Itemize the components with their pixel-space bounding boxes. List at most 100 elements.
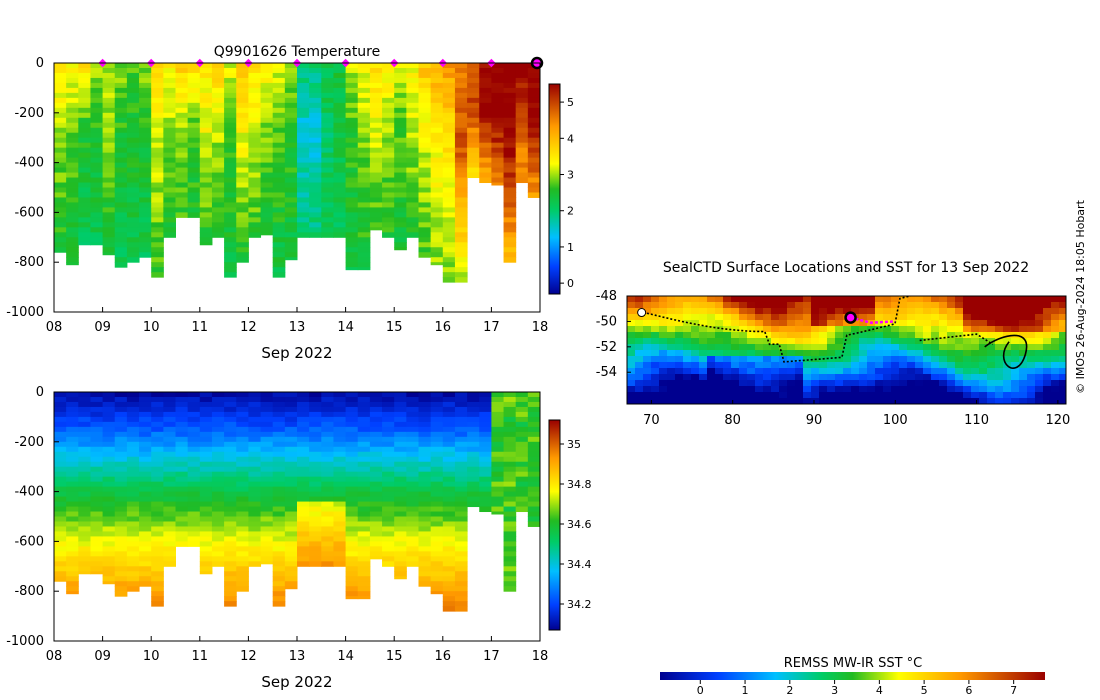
sst-cell [923, 374, 932, 381]
salinity-cell [248, 556, 262, 562]
sst-cell [667, 338, 676, 345]
temperature-cell [272, 162, 286, 169]
sst-cell [763, 296, 772, 303]
temperature-cell [442, 177, 456, 184]
salinity-cell [175, 431, 189, 438]
temperature-cell [102, 112, 116, 119]
salinity-cell [139, 506, 152, 513]
salinity-cell [491, 446, 505, 453]
salinity-cell [175, 541, 189, 547]
salinity-cell [527, 521, 540, 527]
salinity-cell [54, 392, 67, 398]
temperature-cell [248, 77, 262, 84]
sst-cell [835, 392, 844, 399]
salinity-cell [175, 506, 189, 513]
salinity-cell [467, 471, 480, 478]
temperature-y-ticks: 0-200-400-600-800-1000 [6, 56, 59, 320]
sst-cell [891, 356, 900, 363]
temperature-cell [187, 112, 201, 119]
temperature-cell [102, 157, 116, 164]
salinity-cell [321, 406, 334, 413]
temperature-cell [272, 182, 286, 188]
temperature-cell [66, 247, 79, 253]
temperature-cell [151, 92, 164, 99]
salinity-cell [151, 536, 164, 542]
salinity-cell [163, 541, 176, 547]
temperature-cell [114, 102, 128, 109]
temperature-cell [284, 147, 298, 154]
temperature-cell [224, 212, 237, 218]
temperature-cell [369, 132, 383, 139]
sst-cell [659, 326, 668, 333]
salinity-cell [248, 521, 262, 527]
salinity-cell [442, 436, 456, 443]
temperature-cell [515, 117, 529, 124]
sst-cell [907, 386, 916, 393]
salinity-cell [430, 441, 444, 448]
temperature-cell [394, 227, 407, 233]
salinity-cell [430, 521, 444, 527]
salinity-cell [139, 471, 152, 478]
salinity-cell [503, 426, 517, 433]
sst-cell [731, 302, 740, 309]
temperature-cell [284, 97, 298, 104]
salinity-cell [442, 511, 456, 517]
temperature-cell [382, 202, 395, 208]
salinity-cell [224, 496, 237, 503]
salinity-cell [139, 491, 152, 498]
salinity-cell [345, 551, 359, 557]
temperature-cell [114, 237, 128, 243]
temperature-cell [467, 92, 480, 99]
sst-cell [691, 398, 700, 404]
sst-cell [651, 332, 660, 339]
sst-cell [1011, 338, 1020, 345]
salinity-cell [297, 416, 310, 423]
salinity-cell [309, 436, 322, 443]
salinity-cell [442, 446, 456, 453]
temperature-cell [224, 262, 237, 268]
salinity-cell [491, 486, 505, 493]
sst-cell [923, 308, 932, 315]
salinity-cell [309, 536, 322, 542]
salinity-cell [66, 486, 79, 493]
temperature-cell [211, 232, 225, 238]
sst-cell [835, 350, 844, 357]
salinity-cell [260, 396, 274, 403]
sst-cell [883, 368, 892, 375]
salinity-cell [175, 461, 189, 468]
temperature-cell [139, 97, 152, 104]
sst-cell [867, 392, 876, 399]
temperature-cell [66, 122, 79, 129]
temperature-cell [199, 92, 213, 99]
salinity-cell [503, 586, 517, 592]
temperature-cell [503, 157, 517, 164]
temperature-cell [199, 137, 213, 144]
sst-cell [803, 314, 812, 321]
salinity-cell [467, 446, 480, 453]
sst-cell [723, 308, 732, 315]
colorbar-tick-label: 5 [921, 684, 928, 697]
y-tick-label: -800 [14, 584, 44, 599]
salinity-cell [211, 461, 225, 468]
salinity-cell [126, 426, 140, 433]
salinity-cell [90, 446, 104, 453]
temperature-cell [442, 67, 456, 74]
sst-cell [859, 314, 868, 321]
temperature-cell [479, 127, 492, 134]
temperature-cell [90, 212, 104, 218]
salinity-cell [333, 496, 347, 503]
salinity-cell [430, 516, 444, 522]
temperature-cell [224, 112, 237, 119]
temperature-cell [442, 162, 456, 169]
sst-cell [899, 308, 908, 315]
sst-cell [979, 392, 988, 399]
salinity-cell [345, 491, 359, 498]
sst-cell [739, 296, 748, 303]
salinity-cell [527, 416, 540, 423]
salinity-cell [78, 486, 91, 493]
salinity-cell [309, 416, 322, 423]
salinity-cell [54, 426, 67, 433]
salinity-cell [321, 426, 334, 433]
salinity-cell [406, 466, 419, 473]
temperature-cell [430, 82, 444, 89]
